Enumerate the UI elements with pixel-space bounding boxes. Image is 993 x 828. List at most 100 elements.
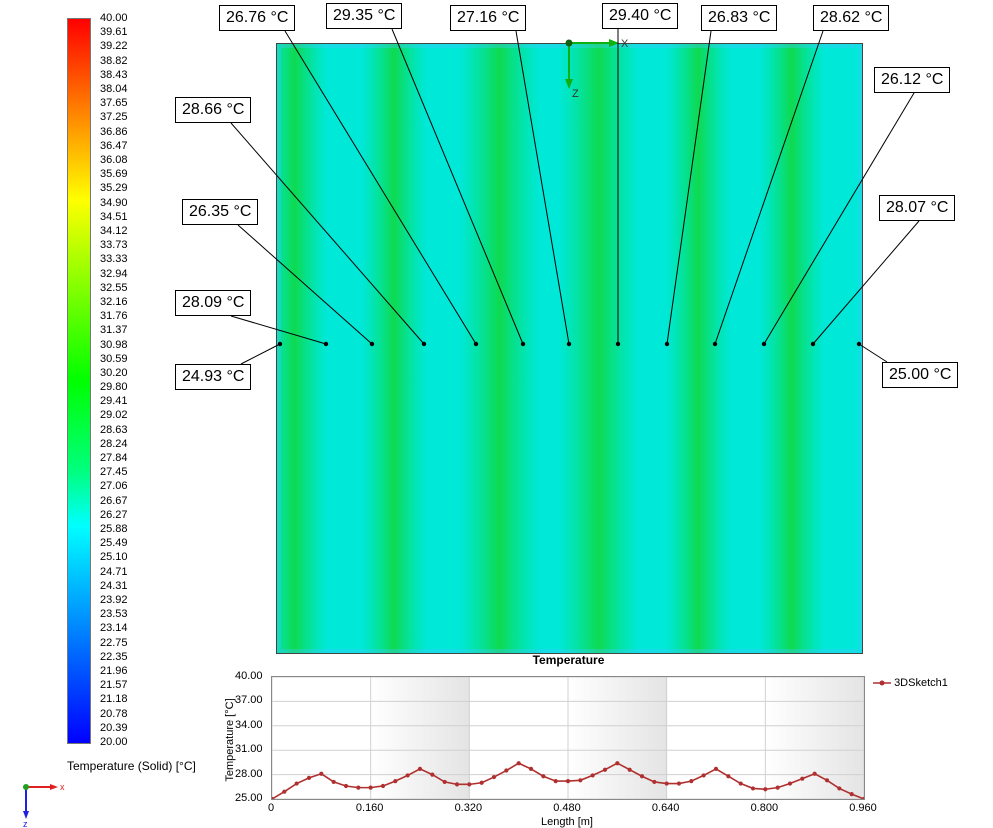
series-point xyxy=(417,766,423,772)
legend-tick-label: 30.59 xyxy=(100,352,128,365)
series-point xyxy=(294,781,299,786)
probe-point xyxy=(566,341,572,347)
legend-tick-label: 26.27 xyxy=(100,508,128,521)
series-point xyxy=(516,761,521,766)
y-tick-label: 40.00 xyxy=(235,670,263,682)
legend-tick-label: 23.14 xyxy=(100,622,128,635)
series-point xyxy=(837,786,842,791)
legend-tick-label: 35.29 xyxy=(100,182,128,195)
series-point xyxy=(812,771,817,776)
series-point xyxy=(454,782,460,787)
series-point xyxy=(689,779,694,784)
temperature-callout[interactable]: 26.76 °C xyxy=(219,5,296,31)
x-tick-label: 0.320 xyxy=(454,802,483,814)
series-point xyxy=(479,780,484,785)
callout-leader-line xyxy=(230,315,327,345)
callout-leader-line xyxy=(812,220,920,345)
series-point xyxy=(430,772,435,777)
contour-band xyxy=(277,44,328,653)
temperature-callout[interactable]: 27.16 °C xyxy=(450,5,527,31)
legend-tick-label: 27.06 xyxy=(100,480,128,493)
series-point xyxy=(343,783,349,789)
probe-point xyxy=(712,341,718,347)
series-point xyxy=(405,773,410,778)
temperature-callout[interactable]: 28.62 °C xyxy=(813,5,890,31)
legend-tick-label: 34.90 xyxy=(100,196,128,209)
y-axis-label: Temperature [°C] xyxy=(224,698,236,782)
series-point xyxy=(627,767,632,772)
x-tick-label: 0.160 xyxy=(355,802,384,814)
probe-point xyxy=(761,341,767,347)
series-point xyxy=(726,774,731,779)
contour-svg xyxy=(277,44,862,653)
temperature-callout[interactable]: 24.93 °C xyxy=(175,364,252,390)
color-legend-bar xyxy=(67,18,91,744)
legend-tick-label: 25.88 xyxy=(100,523,128,536)
series-point xyxy=(319,771,324,776)
legend-tick-label: 33.73 xyxy=(100,239,128,252)
x-tick-label: 0.960 xyxy=(849,802,877,814)
corner-triad-x-arrow xyxy=(50,784,58,790)
temperature-callout[interactable]: 28.09 °C xyxy=(175,290,252,316)
temperature-callout[interactable]: 28.66 °C xyxy=(175,97,252,123)
series-point xyxy=(590,773,595,778)
triad-x-label: X xyxy=(621,38,629,50)
x-tick-label: 0.480 xyxy=(553,802,581,814)
plot-band xyxy=(666,677,766,799)
temperature-callout[interactable]: 26.83 °C xyxy=(701,5,778,31)
callout-leader-line xyxy=(240,343,281,365)
legend-tick-label: 38.43 xyxy=(100,68,128,81)
legend-tick-label: 33.33 xyxy=(100,253,128,266)
legend-tick-label: 28.63 xyxy=(100,423,128,436)
y-tick-label: 28.00 xyxy=(235,767,263,780)
temperature-callout[interactable]: 26.35 °C xyxy=(182,199,259,225)
series-point xyxy=(578,778,583,783)
series-point xyxy=(639,774,645,779)
legend-tick-label: 39.22 xyxy=(100,40,128,53)
y-tick-label: 34.00 xyxy=(235,718,263,731)
probe-point xyxy=(520,341,526,347)
x-tick-label: 0.640 xyxy=(651,802,680,814)
y-tick-label: 37.00 xyxy=(235,694,263,707)
legend-tick-label: 34.12 xyxy=(100,224,128,237)
legend-tick-label: 22.75 xyxy=(100,636,128,649)
legend-tick-label: 20.39 xyxy=(100,721,128,734)
legend-tick-label: 34.51 xyxy=(100,210,128,223)
temperature-callout[interactable]: 29.40 °C xyxy=(602,3,679,29)
series-point xyxy=(442,779,447,785)
corner-triad-origin xyxy=(23,784,29,790)
color-legend-title: Temperature (Solid) [°C] xyxy=(67,759,196,773)
callout-leader-line xyxy=(714,30,824,345)
series-point xyxy=(849,792,854,797)
series-point xyxy=(800,776,805,781)
triad-origin xyxy=(565,39,573,47)
series-point xyxy=(380,783,386,789)
temperature-callout[interactable]: 28.07 °C xyxy=(879,195,956,221)
probe-point xyxy=(615,341,621,347)
legend-tick-label: 35.69 xyxy=(100,168,128,181)
contour-band xyxy=(361,44,427,653)
probe-point xyxy=(856,341,862,347)
series-point xyxy=(553,779,558,784)
temperature-callout[interactable]: 29.35 °C xyxy=(326,3,403,29)
series-point xyxy=(652,779,657,785)
series-point xyxy=(824,778,830,783)
temperature-callout[interactable]: 25.00 °C xyxy=(882,362,959,388)
xy-plot-svg xyxy=(272,677,864,799)
callout-leader-line xyxy=(763,92,915,345)
legend-tick-label: 40.00 xyxy=(100,12,128,24)
legend-tick-label: 27.84 xyxy=(100,452,128,465)
series-point xyxy=(602,767,608,772)
series-point xyxy=(701,773,706,778)
legend-tick-label: 32.94 xyxy=(100,267,128,280)
legend-tick-label: 21.18 xyxy=(100,693,128,706)
callout-leader-line xyxy=(515,30,570,345)
temperature-contour-plot[interactable] xyxy=(276,43,863,654)
xy-plot-area[interactable] xyxy=(271,676,865,800)
legend-tick-label: 25.10 xyxy=(100,551,128,564)
temperature-callout[interactable]: 26.12 °C xyxy=(874,67,951,93)
contour-band xyxy=(759,44,825,653)
legend-tick-label: 30.20 xyxy=(100,366,128,379)
contour-band xyxy=(459,44,540,653)
